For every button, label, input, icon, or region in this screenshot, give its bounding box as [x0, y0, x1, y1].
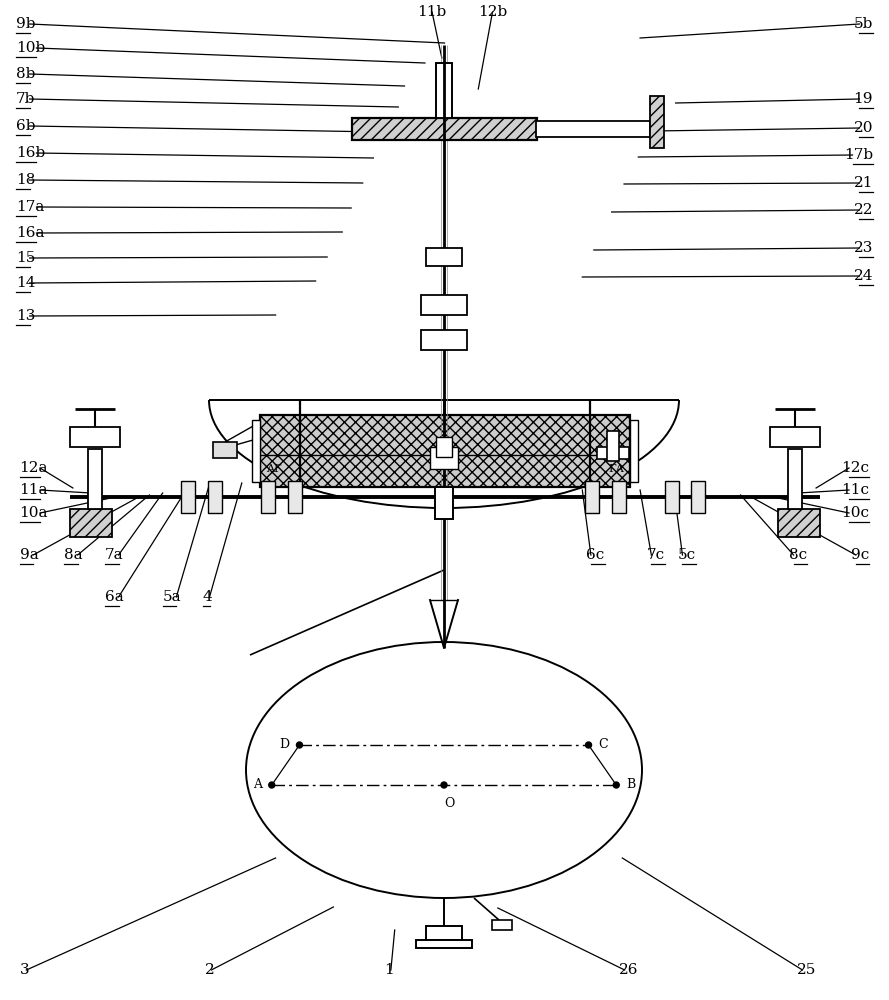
- Text: 8c: 8c: [789, 548, 807, 562]
- Bar: [788, 449, 802, 509]
- Text: 26: 26: [619, 963, 638, 977]
- Text: 12a: 12a: [20, 461, 48, 475]
- Bar: [430, 447, 458, 469]
- Text: ΓA: ΓA: [608, 464, 624, 474]
- Text: D: D: [279, 738, 290, 752]
- Ellipse shape: [246, 642, 642, 898]
- Text: A: A: [252, 778, 261, 792]
- Text: 5a: 5a: [163, 590, 181, 604]
- Text: 10b: 10b: [16, 41, 45, 55]
- Bar: [70, 509, 112, 537]
- Bar: [213, 442, 237, 458]
- Bar: [181, 481, 195, 513]
- Bar: [421, 330, 467, 350]
- Text: 14: 14: [16, 276, 36, 290]
- Text: AΓ: AΓ: [266, 464, 282, 474]
- Text: 5b: 5b: [853, 17, 873, 31]
- Circle shape: [296, 742, 302, 748]
- Bar: [665, 481, 679, 513]
- Text: 16a: 16a: [16, 226, 44, 240]
- Bar: [426, 248, 462, 266]
- Bar: [88, 449, 102, 509]
- Text: 23: 23: [853, 241, 873, 255]
- Text: 2: 2: [204, 963, 214, 977]
- Bar: [416, 940, 472, 948]
- Bar: [436, 63, 452, 118]
- Text: 7a: 7a: [105, 548, 124, 562]
- Bar: [691, 481, 705, 513]
- Text: 9a: 9a: [20, 548, 38, 562]
- Bar: [260, 415, 630, 487]
- Text: 15: 15: [16, 251, 36, 265]
- Text: 9c: 9c: [851, 548, 869, 562]
- Circle shape: [268, 782, 275, 788]
- Text: 20: 20: [853, 121, 873, 135]
- Text: 18: 18: [16, 173, 36, 187]
- Text: 11c: 11c: [842, 483, 869, 497]
- Text: B: B: [626, 778, 636, 792]
- Bar: [252, 420, 260, 482]
- Text: 24: 24: [853, 269, 873, 283]
- Text: 10c: 10c: [842, 506, 869, 520]
- Bar: [770, 427, 820, 447]
- Circle shape: [441, 782, 447, 788]
- Bar: [435, 487, 453, 519]
- Bar: [70, 427, 120, 447]
- Text: 11a: 11a: [20, 483, 48, 497]
- Bar: [607, 431, 619, 461]
- Text: 17b: 17b: [844, 148, 873, 162]
- Bar: [536, 121, 650, 137]
- Bar: [261, 481, 275, 513]
- Circle shape: [613, 782, 620, 788]
- Text: 7c: 7c: [647, 548, 665, 562]
- Text: 13: 13: [16, 309, 36, 323]
- Bar: [352, 118, 537, 140]
- Text: 8b: 8b: [16, 67, 36, 81]
- Text: C: C: [598, 738, 608, 752]
- Text: 12c: 12c: [842, 461, 869, 475]
- Bar: [288, 481, 302, 513]
- Bar: [426, 926, 462, 940]
- Bar: [630, 420, 638, 482]
- Text: 21: 21: [853, 176, 873, 190]
- Text: 25: 25: [797, 963, 816, 977]
- Text: 17a: 17a: [16, 200, 44, 214]
- Text: 12b: 12b: [478, 5, 507, 19]
- Text: 1: 1: [384, 963, 394, 977]
- Text: 9b: 9b: [16, 17, 36, 31]
- Text: 8a: 8a: [64, 548, 83, 562]
- Bar: [778, 509, 820, 537]
- Bar: [421, 295, 467, 315]
- Bar: [492, 920, 512, 930]
- Text: 6c: 6c: [586, 548, 605, 562]
- Text: 5c: 5c: [678, 548, 696, 562]
- Text: 6b: 6b: [16, 119, 36, 133]
- Text: 3: 3: [20, 963, 29, 977]
- Bar: [612, 481, 626, 513]
- Text: 7b: 7b: [16, 92, 36, 106]
- Circle shape: [586, 742, 591, 748]
- Text: 11b: 11b: [418, 5, 446, 19]
- Text: 19: 19: [853, 92, 873, 106]
- Text: 10a: 10a: [20, 506, 48, 520]
- Text: 4: 4: [203, 590, 212, 604]
- Bar: [436, 437, 452, 457]
- Bar: [597, 447, 629, 459]
- Text: O: O: [444, 797, 454, 810]
- Bar: [208, 481, 222, 513]
- Bar: [585, 481, 599, 513]
- Text: 16b: 16b: [16, 146, 45, 160]
- Text: 22: 22: [853, 203, 873, 217]
- Bar: [650, 96, 664, 148]
- Text: 6a: 6a: [105, 590, 124, 604]
